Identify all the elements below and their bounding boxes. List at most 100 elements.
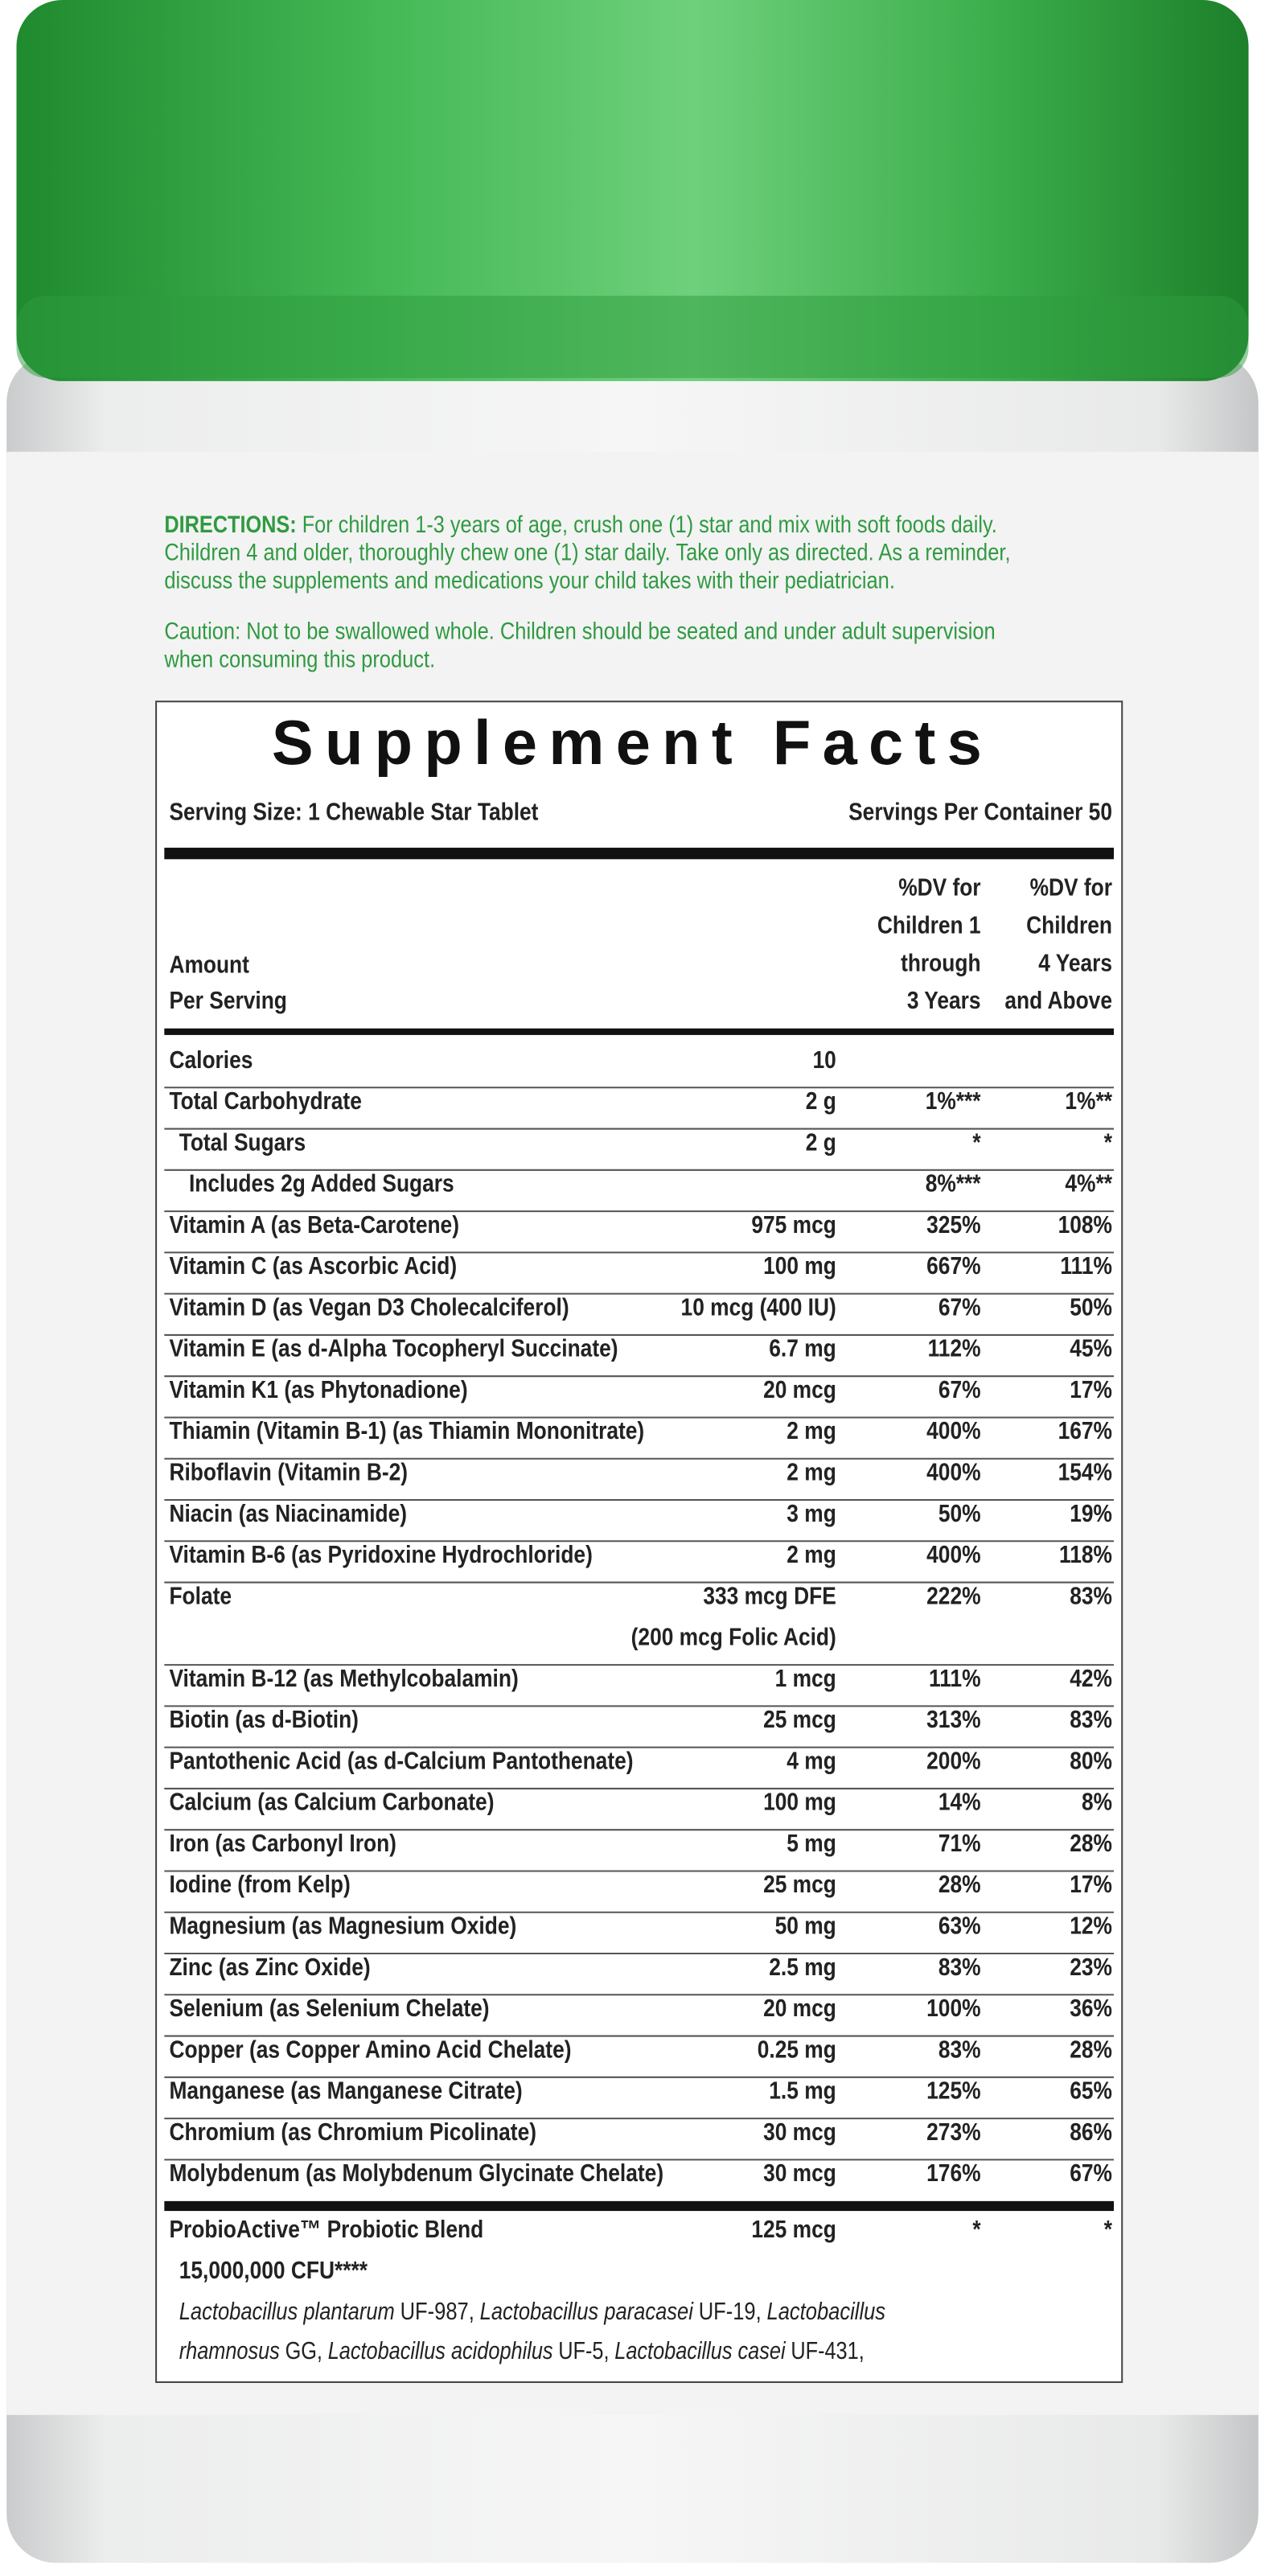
nutrient-amount: 25 mcg (763, 1871, 836, 1898)
dv-children-1-3: 400% (926, 1541, 980, 1568)
dv1-header: through (901, 949, 980, 976)
nutrient-name: Niacin (as Niacinamide) (169, 1500, 407, 1527)
dv-children-4-up: 86% (1070, 2118, 1112, 2146)
nutrient-amount: 1 mcg (775, 1665, 836, 1692)
strain-segment: Lactobacillus acidophilus (328, 2337, 553, 2364)
dv-children-1-3: 400% (926, 1458, 980, 1485)
strain-segment: Lactobacillus plantarum (179, 2298, 395, 2325)
nutrient-amount: 5 mg (787, 1830, 836, 1857)
strain-segment: Lactobacillus (767, 2298, 886, 2325)
nutrient-name: Vitamin K1 (as Phytonadione) (169, 1376, 467, 1403)
dv-children-1-3: 63% (938, 1912, 981, 1939)
directions-line: DIRECTIONS:For children 1-3 years of age… (164, 512, 996, 538)
nutrient-name: Chromium (as Chromium Picolinate) (169, 2118, 536, 2146)
nutrient-amount: 30 mcg (763, 2118, 836, 2146)
strain-segment: Lactobacillus casei (614, 2337, 786, 2364)
dv-children-4-up: 108% (1058, 1211, 1112, 1239)
dv-children-1-3: 67% (938, 1376, 981, 1403)
dv-children-4-up: 17% (1070, 1376, 1112, 1403)
strain-line: Lactobacillus plantarumUF-987,Lactobacil… (179, 2298, 885, 2325)
dv-children-1-3: 200% (926, 1747, 980, 1774)
strain-segment: UF-5, (558, 2337, 609, 2364)
nutrient-name: Folate (169, 1582, 232, 1609)
dv2-header: %DV for (1030, 873, 1112, 901)
probiotic-dv2: * (1104, 2216, 1112, 2243)
dv1-header: Children 1 (877, 911, 981, 939)
nutrient-name: Vitamin E (as d-Alpha Tocopheryl Succina… (169, 1335, 618, 1362)
nutrient-amount: 100 mg (763, 1789, 836, 1816)
nutrient-name: Total Sugars (179, 1128, 306, 1156)
dv-children-4-up: 12% (1070, 1912, 1112, 1939)
servings-per-container: Servings Per Container 50 (848, 798, 1112, 825)
dv-children-4-up: 50% (1070, 1293, 1112, 1321)
dv-children-4-up: 45% (1070, 1335, 1112, 1362)
dv2-header: Children (1026, 911, 1112, 939)
nutrient-amount: 2 mg (787, 1541, 836, 1568)
dv-children-4-up: 83% (1070, 1706, 1112, 1733)
dv-children-1-3: 112% (928, 1335, 981, 1362)
dv-children-4-up: 167% (1058, 1417, 1112, 1444)
dv-children-4-up: 19% (1070, 1500, 1112, 1527)
nutrient-amount: 3 mg (787, 1500, 836, 1527)
nutrient-name: Thiamin (Vitamin B-1) (as Thiamin Mononi… (169, 1417, 644, 1444)
nutrient-name: Zinc (as Zinc Oxide) (169, 1954, 370, 1981)
dv-children-4-up: 65% (1070, 2077, 1112, 2105)
nutrient-name: Total Carbohydrate (169, 1087, 361, 1115)
probiotic-amount: 125 mcg (751, 2216, 836, 2243)
nutrient-name: Manganese (as Manganese Citrate) (169, 2077, 522, 2105)
dv-children-1-3: 14% (938, 1789, 981, 1816)
caution-line: when consuming this product. (163, 646, 435, 672)
nutrient-name: Vitamin B-6 (as Pyridoxine Hydrochloride… (169, 1541, 592, 1568)
dv-children-1-3: 1%*** (926, 1087, 981, 1115)
dv-children-4-up: 36% (1070, 1995, 1112, 2022)
dv-children-1-3: 28% (938, 1871, 981, 1898)
nutrient-amount: 975 mcg (751, 1211, 836, 1239)
dv1-header: 3 Years (907, 987, 981, 1014)
nutrient-name: Molybdenum (as Molybdenum Glycinate Chel… (169, 2159, 663, 2187)
nutrient-amount: 50 mg (775, 1912, 836, 1939)
strain-segment: UF-431, (791, 2337, 864, 2364)
dv-children-4-up: 17% (1070, 1871, 1112, 1898)
nutrient-amount: 2 g (806, 1087, 836, 1115)
dv-children-1-3: * (972, 1128, 980, 1156)
dv-children-4-up: 8% (1082, 1789, 1112, 1816)
nutrient-amount: 100 mg (763, 1252, 836, 1280)
dv-children-1-3: 400% (926, 1417, 980, 1444)
cap-rim (16, 295, 1249, 378)
nutrient-name: Magnesium (as Magnesium Oxide) (169, 1912, 516, 1939)
serving-size: Serving Size: 1 Chewable Star Tablet (169, 798, 538, 825)
dv-children-4-up: 111% (1060, 1252, 1112, 1280)
nutrient-name: Includes 2g Added Sugars (189, 1170, 454, 1198)
dv1-header: %DV for (898, 873, 980, 901)
caution-line: Caution: Not to be swallowed whole. Chil… (164, 618, 995, 645)
nutrient-amount-detail: (200 mcg Folic Acid) (631, 1624, 836, 1651)
nutrient-amount: 10 mcg (400 IU) (681, 1293, 836, 1321)
dv-children-4-up: 67% (1070, 2159, 1112, 2187)
probiotic-dv1: * (972, 2216, 980, 2243)
probiotic-name: ProbioActive™ Probiotic Blend (169, 2216, 483, 2243)
dv-children-1-3: 83% (938, 2036, 981, 2063)
dv-children-1-3: 313% (926, 1706, 980, 1733)
directions-text: For children 1-3 years of age, crush one… (302, 512, 997, 538)
facts-title: Supplement Facts (272, 709, 993, 778)
nutrient-amount: 2 g (806, 1128, 836, 1156)
nutrient-name: Vitamin A (as Beta-Carotene) (169, 1211, 459, 1239)
dv-children-1-3: 667% (926, 1252, 980, 1280)
nutrient-name: Copper (as Copper Amino Acid Chelate) (169, 2036, 571, 2063)
dv-children-1-3: 8%*** (926, 1170, 981, 1198)
probiotic-cfu: 15,000,000 CFU**** (179, 2257, 368, 2284)
dv-children-1-3: 222% (926, 1582, 980, 1609)
dv-children-1-3: 100% (926, 1995, 980, 2022)
dv-children-4-up: 118% (1059, 1541, 1112, 1568)
nutrient-amount: 6.7 mg (769, 1335, 836, 1362)
bottle-cap (16, 0, 1249, 381)
nutrient-amount: 1.5 mg (769, 2077, 836, 2105)
nutrient-amount: 2 mg (787, 1458, 836, 1485)
nutrient-name: Selenium (as Selenium Chelate) (169, 1995, 489, 2022)
nutrient-name: Calcium (as Calcium Carbonate) (169, 1789, 494, 1816)
nutrient-name: Vitamin D (as Vegan D3 Cholecalciferol) (169, 1293, 569, 1321)
dv-children-4-up: 23% (1070, 1954, 1112, 1981)
nutrient-name: Calories (169, 1046, 253, 1074)
dv-children-1-3: 176% (926, 2159, 980, 2187)
